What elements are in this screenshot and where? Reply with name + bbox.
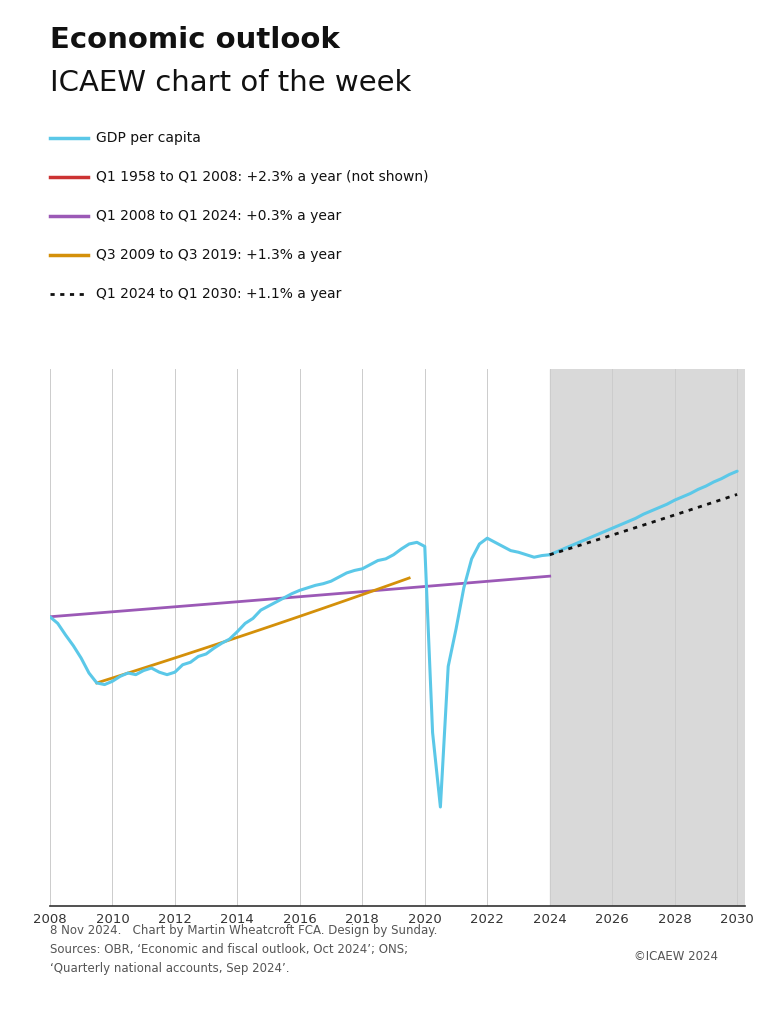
Text: Economic outlook: Economic outlook (50, 26, 339, 53)
Text: ©ICAEW 2024: ©ICAEW 2024 (634, 950, 718, 964)
Text: Q3 2009 to Q3 2019: +1.3% a year: Q3 2009 to Q3 2019: +1.3% a year (96, 248, 341, 262)
Bar (550, 369, 745, 906)
Text: ICAEW chart of the week: ICAEW chart of the week (50, 69, 412, 96)
Text: Q1 1958 to Q1 2008: +2.3% a year (not shown): Q1 1958 to Q1 2008: +2.3% a year (not sh… (96, 170, 429, 184)
Text: GDP per capita: GDP per capita (96, 131, 201, 145)
Text: Q1 2008 to Q1 2024: +0.3% a year: Q1 2008 to Q1 2024: +0.3% a year (96, 209, 341, 223)
Text: Q1 2024 to Q1 2030: +1.1% a year: Q1 2024 to Q1 2030: +1.1% a year (96, 287, 341, 301)
Text: 8 Nov 2024.   Chart by Martin Wheatcroft FCA. Design by Sunday.
Sources: OBR, ‘E: 8 Nov 2024. Chart by Martin Wheatcroft F… (50, 924, 437, 975)
